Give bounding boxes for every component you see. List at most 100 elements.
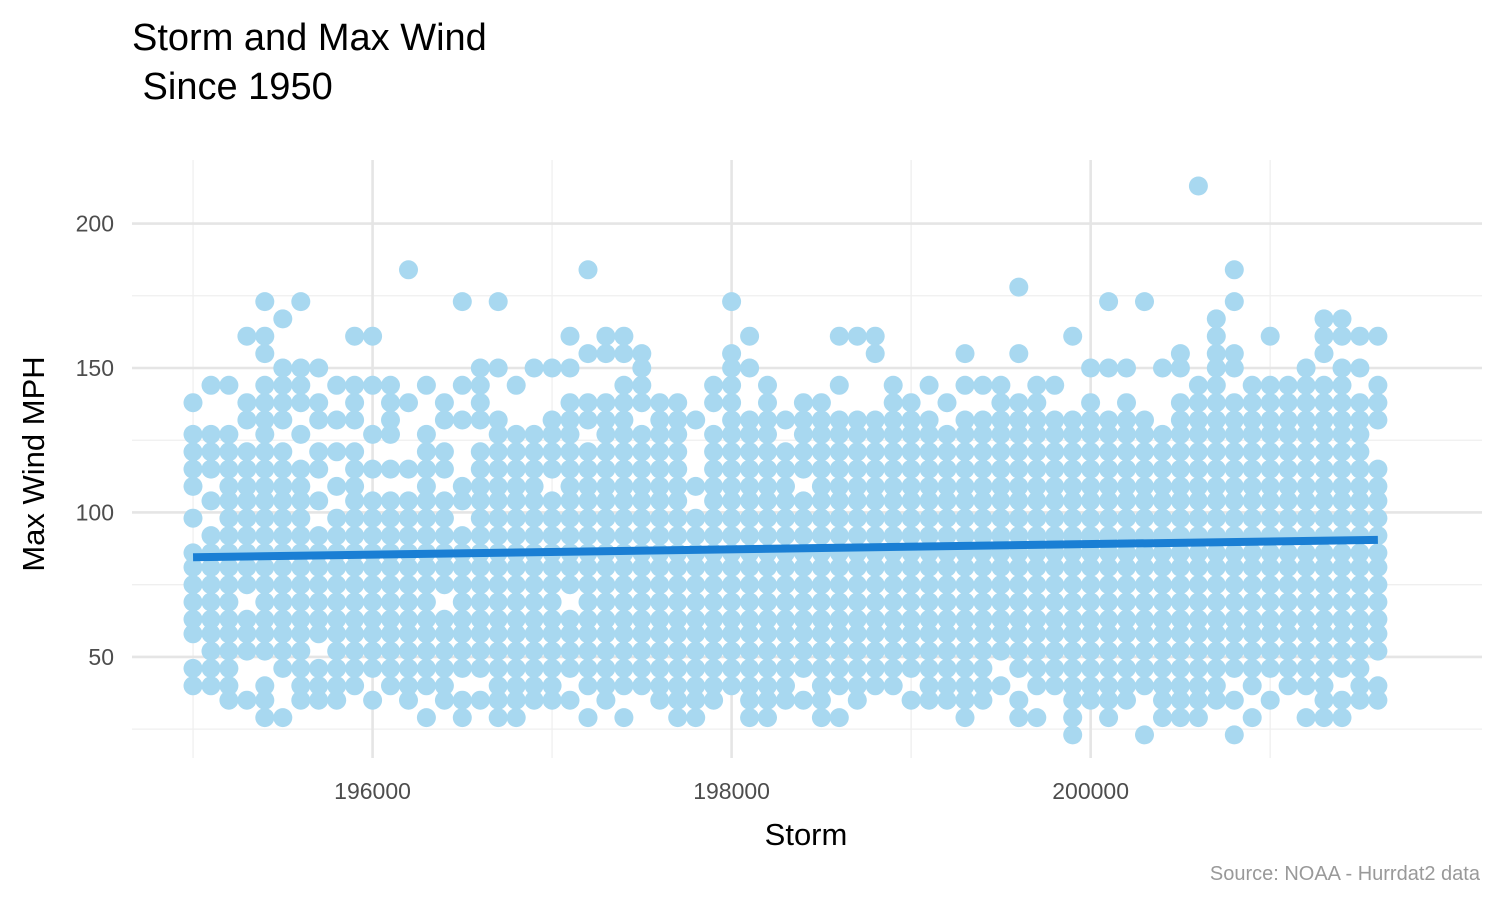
- data-point: [1135, 624, 1154, 644]
- data-point: [1099, 292, 1119, 312]
- data-point: [1045, 491, 1065, 511]
- data-point: [847, 609, 867, 629]
- data-point: [596, 491, 616, 511]
- data-point: [578, 641, 598, 661]
- data-point: [470, 508, 490, 528]
- data-point: [1224, 424, 1244, 444]
- data-point: [937, 459, 957, 479]
- data-point: [1081, 410, 1101, 430]
- data-point: [686, 676, 706, 696]
- data-point: [434, 442, 454, 462]
- chart-title-line2: Since 1950: [132, 66, 333, 108]
- data-point: [919, 592, 939, 612]
- y-tick-label: 50: [88, 644, 114, 670]
- data-point: [596, 393, 616, 413]
- data-point: [381, 624, 400, 644]
- data-point: [955, 658, 975, 678]
- data-point: [345, 641, 365, 661]
- data-point: [1278, 543, 1298, 563]
- data-point: [704, 476, 724, 496]
- data-point: [255, 375, 275, 395]
- x-axis-title: Storm: [765, 817, 848, 852]
- data-point: [758, 442, 777, 462]
- data-point: [1260, 459, 1280, 479]
- data-point: [614, 676, 634, 696]
- data-point: [1206, 459, 1226, 479]
- data-point: [686, 575, 706, 595]
- data-point: [704, 393, 724, 413]
- data-point: [1153, 641, 1172, 661]
- data-point: [399, 676, 418, 696]
- data-point: [668, 424, 688, 444]
- data-point: [901, 459, 921, 479]
- data-point: [1350, 676, 1370, 696]
- data-point: [632, 344, 652, 364]
- data-point: [919, 641, 939, 661]
- data-point: [829, 592, 849, 612]
- data-point: [1081, 690, 1101, 710]
- data-point: [1081, 491, 1101, 511]
- data-point: [919, 508, 939, 528]
- data-point: [811, 575, 831, 595]
- data-point: [291, 526, 311, 546]
- data-point: [1063, 592, 1083, 612]
- data-point: [1242, 410, 1262, 430]
- data-point: [1135, 508, 1154, 528]
- data-point: [1153, 658, 1172, 678]
- data-point: [506, 658, 526, 678]
- data-point: [578, 508, 598, 528]
- data-point: [399, 393, 418, 413]
- data-point: [668, 609, 688, 629]
- data-point: [1170, 592, 1190, 612]
- data-point: [273, 609, 293, 629]
- data-point: [452, 491, 472, 511]
- data-point: [632, 476, 652, 496]
- data-point: [1260, 508, 1280, 528]
- data-point: [201, 676, 221, 696]
- data-point: [327, 526, 347, 546]
- data-point: [865, 476, 885, 496]
- y-axis-title: Max Wind MPH: [16, 356, 51, 571]
- data-point: [937, 491, 957, 511]
- data-point: [740, 641, 760, 661]
- data-point: [776, 658, 795, 678]
- data-point: [1099, 410, 1119, 430]
- data-point: [1081, 592, 1101, 612]
- data-point: [865, 592, 885, 612]
- data-point: [1332, 575, 1352, 595]
- data-point: [399, 624, 418, 644]
- data-point: [668, 575, 688, 595]
- data-point: [829, 708, 849, 728]
- data-point: [452, 690, 472, 710]
- data-point: [1099, 575, 1119, 595]
- data-point: [219, 609, 239, 629]
- data-point: [740, 459, 760, 479]
- data-point: [542, 526, 562, 546]
- data-point: [704, 592, 724, 612]
- data-point: [1296, 508, 1316, 528]
- data-point: [416, 476, 436, 496]
- data-point: [650, 410, 670, 430]
- data-point: [542, 609, 562, 629]
- data-point: [1135, 557, 1154, 577]
- data-point: [991, 575, 1011, 595]
- data-point: [470, 624, 490, 644]
- data-point: [1135, 592, 1154, 612]
- data-point: [1242, 508, 1262, 528]
- data-point: [1081, 442, 1101, 462]
- data-point: [1027, 410, 1047, 430]
- data-point: [991, 676, 1011, 696]
- data-point: [811, 442, 831, 462]
- data-point: [650, 557, 670, 577]
- data-point: [434, 459, 454, 479]
- data-point: [1224, 557, 1244, 577]
- data-point: [470, 658, 490, 678]
- data-point: [219, 575, 239, 595]
- data-point: [901, 508, 921, 528]
- data-point: [1009, 624, 1029, 644]
- data-point: [1278, 658, 1298, 678]
- data-point: [488, 292, 508, 312]
- data-point: [1153, 624, 1172, 644]
- data-point: [614, 526, 634, 546]
- data-point: [722, 375, 742, 395]
